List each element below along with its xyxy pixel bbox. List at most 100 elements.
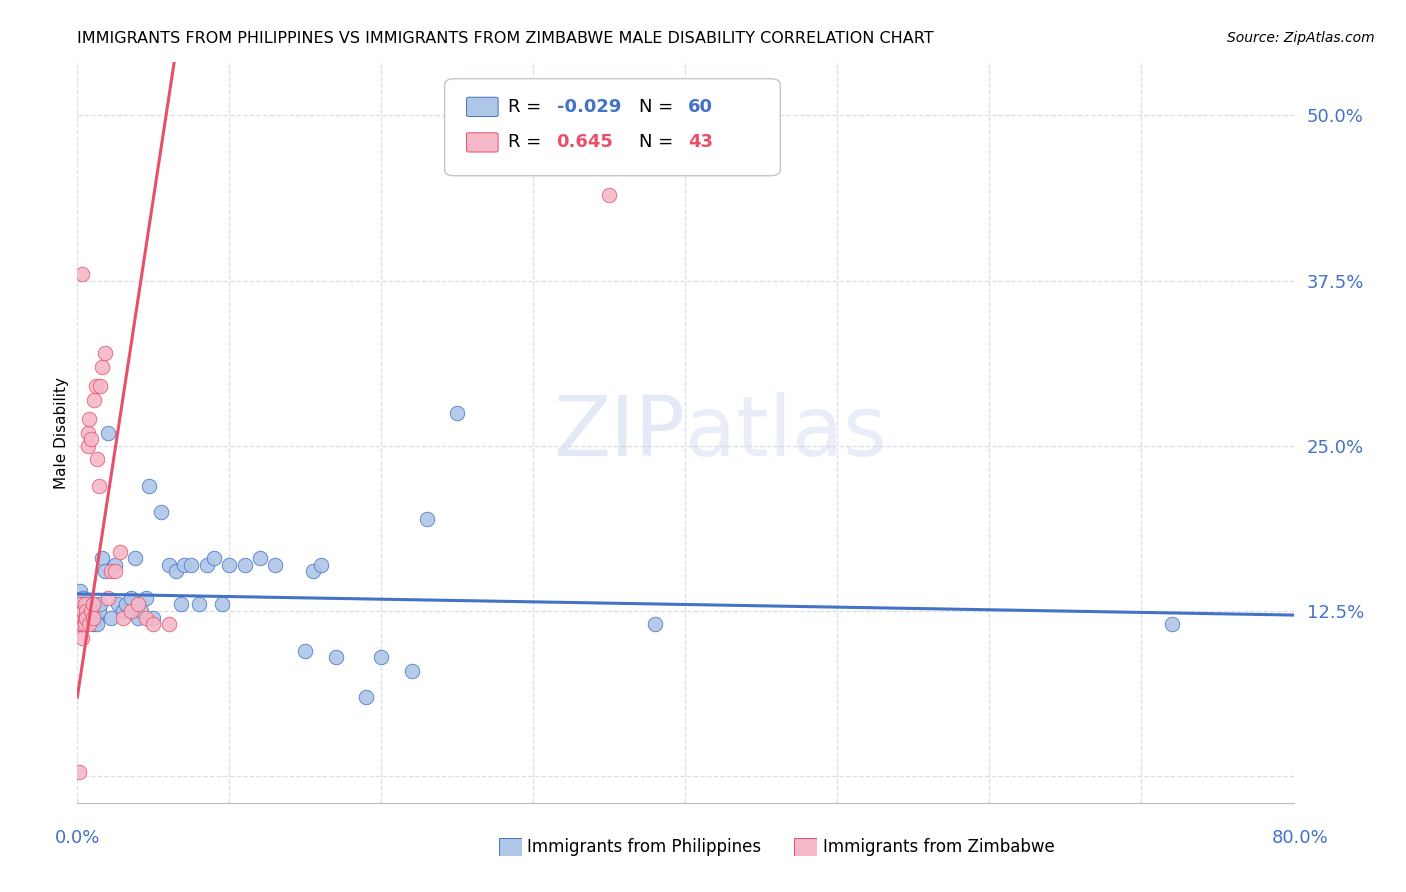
Text: -0.029: -0.029 xyxy=(557,98,621,116)
Point xyxy=(69,584,91,599)
FancyBboxPatch shape xyxy=(467,133,498,152)
Point xyxy=(233,558,256,572)
Point xyxy=(73,598,96,612)
Text: R =: R = xyxy=(508,98,547,116)
Point xyxy=(72,591,94,605)
Point xyxy=(75,617,97,632)
Point xyxy=(165,565,187,579)
Text: 0.0%: 0.0% xyxy=(55,829,100,847)
Point xyxy=(69,611,91,625)
Point xyxy=(180,558,202,572)
Point xyxy=(100,565,122,579)
Point xyxy=(72,604,94,618)
Point xyxy=(173,558,195,572)
Point xyxy=(157,617,180,632)
Point xyxy=(138,478,160,492)
Point xyxy=(264,558,287,572)
Point xyxy=(249,551,271,566)
Point xyxy=(72,611,94,625)
Point xyxy=(188,598,211,612)
FancyBboxPatch shape xyxy=(444,78,780,176)
Point xyxy=(142,617,165,632)
Text: ZIP: ZIP xyxy=(554,392,686,473)
Point xyxy=(86,452,108,467)
Point xyxy=(170,598,193,612)
Point xyxy=(120,591,142,605)
Point xyxy=(115,598,138,612)
Text: Immigrants from Zimbabwe: Immigrants from Zimbabwe xyxy=(823,838,1054,856)
Text: 0.645: 0.645 xyxy=(557,134,613,152)
Point xyxy=(75,611,97,625)
Point xyxy=(90,359,112,374)
Text: N =: N = xyxy=(640,98,679,116)
Point xyxy=(70,617,93,632)
Point xyxy=(127,611,149,625)
Point xyxy=(294,644,316,658)
Point xyxy=(218,558,240,572)
Point xyxy=(77,425,100,440)
Point xyxy=(70,631,93,645)
Point xyxy=(77,439,100,453)
Point xyxy=(84,611,107,625)
Text: N =: N = xyxy=(640,134,679,152)
Point xyxy=(69,598,91,612)
Point xyxy=(70,611,93,625)
Text: 60: 60 xyxy=(688,98,713,116)
Point xyxy=(149,505,172,519)
Point xyxy=(82,617,104,632)
Point xyxy=(93,346,115,360)
Point xyxy=(79,617,101,632)
Text: Immigrants from Philippines: Immigrants from Philippines xyxy=(527,838,762,856)
Point xyxy=(80,604,103,618)
Point xyxy=(70,617,93,632)
Point xyxy=(97,425,120,440)
Point xyxy=(111,604,134,618)
Point xyxy=(111,611,134,625)
Point xyxy=(80,604,103,618)
Point xyxy=(120,604,142,618)
Point xyxy=(70,611,93,625)
Point xyxy=(67,604,90,618)
Point xyxy=(108,544,131,558)
Point xyxy=(195,558,218,572)
Point xyxy=(107,598,129,612)
Point xyxy=(67,765,90,780)
Point xyxy=(73,598,96,612)
Y-axis label: Male Disability: Male Disability xyxy=(53,376,69,489)
Point xyxy=(89,598,111,612)
Text: IMMIGRANTS FROM PHILIPPINES VS IMMIGRANTS FROM ZIMBABWE MALE DISABILITY CORRELAT: IMMIGRANTS FROM PHILIPPINES VS IMMIGRANT… xyxy=(77,31,934,46)
Point xyxy=(72,598,94,612)
Text: 43: 43 xyxy=(688,134,713,152)
Point xyxy=(135,611,157,625)
Point xyxy=(127,598,149,612)
Point xyxy=(100,611,122,625)
Point xyxy=(93,565,115,579)
Text: Source: ZipAtlas.com: Source: ZipAtlas.com xyxy=(1227,31,1375,45)
Point xyxy=(309,558,332,572)
Point xyxy=(72,604,94,618)
Point xyxy=(644,617,666,632)
Point xyxy=(87,478,110,492)
Point xyxy=(83,598,105,612)
Point xyxy=(83,392,105,407)
Point xyxy=(211,598,233,612)
Point xyxy=(370,650,392,665)
Point xyxy=(129,604,152,618)
Point xyxy=(69,617,91,632)
Point xyxy=(1161,617,1184,632)
Point xyxy=(75,604,97,618)
Point xyxy=(82,598,104,612)
Point xyxy=(77,604,100,618)
Point xyxy=(70,267,93,281)
Point xyxy=(84,379,107,393)
Point xyxy=(202,551,225,566)
Point xyxy=(104,565,127,579)
Point xyxy=(401,664,423,678)
Point xyxy=(79,412,101,426)
Point xyxy=(302,565,325,579)
Point xyxy=(79,611,101,625)
Point xyxy=(135,591,157,605)
Point xyxy=(80,432,103,446)
Point xyxy=(104,558,127,572)
Point xyxy=(142,611,165,625)
